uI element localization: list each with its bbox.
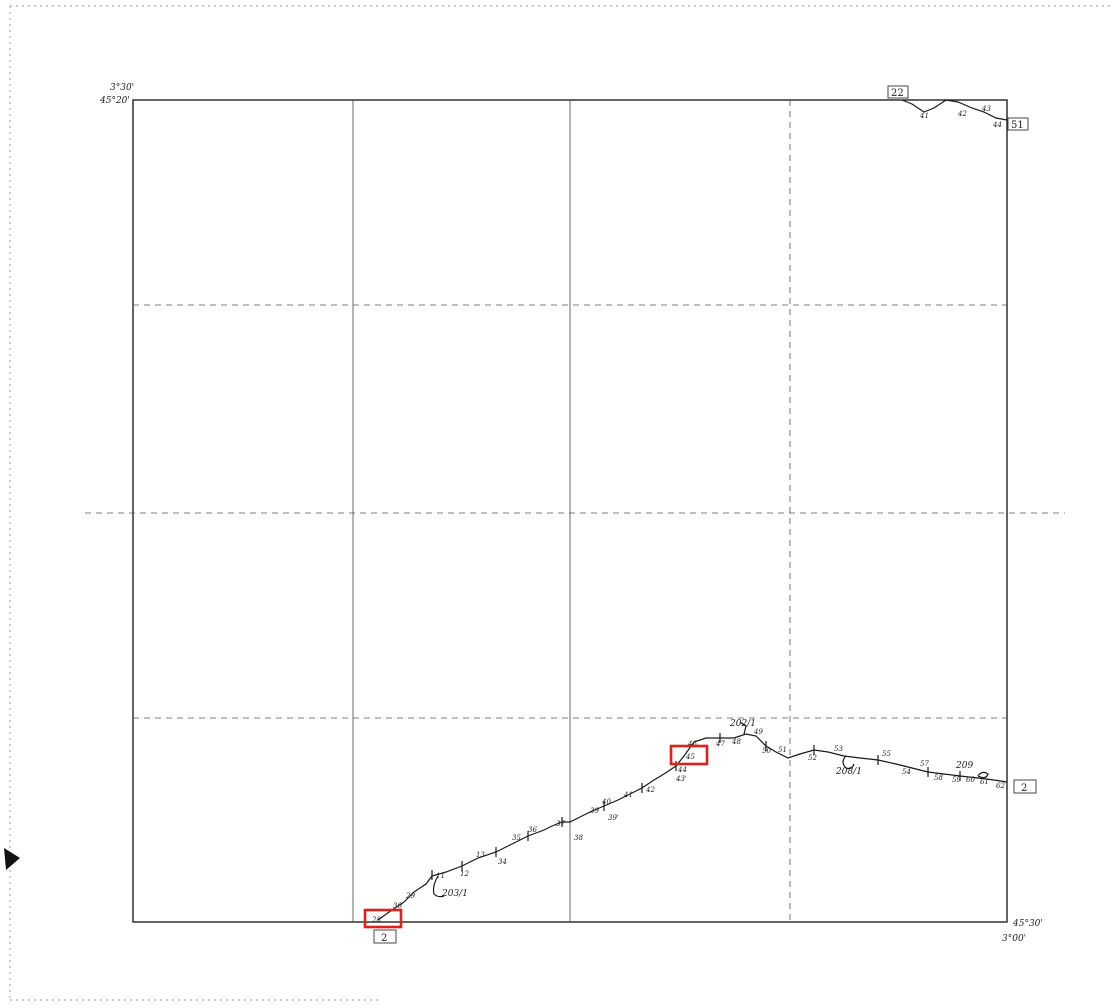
route-label: 51: [778, 746, 787, 754]
route-label: 36: [528, 826, 537, 834]
route-branch-208: [842, 755, 855, 770]
route-label: 61: [980, 778, 989, 786]
arrow-marker-icon: [4, 848, 20, 870]
route-line-top: [901, 99, 1008, 121]
highlight-label-28: 28: [371, 916, 381, 924]
sheet-ref-right: 2: [1021, 783, 1027, 794]
route-label: 35: [512, 834, 521, 842]
highlight-box-28[interactable]: [363, 908, 403, 929]
route-label: 60: [966, 776, 975, 784]
route-label: 48: [731, 738, 741, 746]
side-label-208: 208/1: [835, 767, 862, 777]
route-label: 49: [753, 728, 763, 736]
route-label: 41: [623, 791, 633, 799]
route-label: 62: [996, 782, 1005, 790]
route-label: 41: [919, 112, 929, 120]
route-label: 43: [981, 105, 991, 113]
route-point-labels: 29 30 11 12 13 34 35 36 37 38 39 39' 40 …: [393, 728, 1005, 910]
route-label: 42: [957, 110, 967, 118]
route-label: 57: [920, 760, 929, 768]
route-line-main: [377, 733, 1008, 921]
sheet-ref-right-box: [1013, 779, 1037, 794]
route-branch-202: [739, 721, 747, 735]
route-label: 12: [460, 870, 469, 878]
coord-bottom-right-lon: 3°00': [1002, 934, 1026, 944]
sheet-ref-top-right: 51: [1011, 120, 1024, 131]
side-label-209: 209: [955, 761, 973, 771]
sheet-ref-bottom-box: [373, 929, 397, 944]
route-label: 38: [574, 834, 583, 842]
sheet-ref-top-right-box: [1007, 117, 1029, 131]
route-label: 53: [834, 745, 843, 753]
side-label-203: 203/1: [441, 889, 468, 899]
route-label: 29: [405, 892, 415, 900]
coord-bottom-right-lat: 45°30': [1012, 919, 1043, 929]
route-label: 39: [590, 807, 599, 815]
route-label: 59: [952, 776, 961, 784]
route-label: 30: [393, 902, 402, 910]
route-label: 34: [498, 858, 507, 866]
coord-top-left-lat: 45°20': [99, 96, 130, 106]
route-label: 46: [687, 740, 697, 748]
route-label: 42: [645, 786, 655, 794]
route-label: 54: [902, 768, 911, 776]
route-label: 37: [556, 820, 565, 828]
sheet-ref-top: 22: [891, 88, 904, 99]
highlight-box-45[interactable]: [669, 744, 709, 766]
route-label: 47: [715, 740, 725, 748]
route-ticks: [431, 733, 961, 880]
route-label: 50: [762, 747, 771, 755]
route-label: 52: [808, 754, 817, 762]
route-label: 13: [476, 851, 485, 859]
route-label: 55: [882, 750, 891, 758]
route-label: 39': [608, 814, 619, 822]
sheet-ref-bottom: 2: [381, 933, 387, 944]
route-branch-203: [432, 875, 445, 898]
route-label: 58: [934, 774, 943, 782]
route-label: 44: [677, 766, 687, 774]
route-label: 44: [992, 121, 1002, 129]
route-label: 11: [436, 872, 445, 880]
highlight-label-45: 45: [685, 753, 695, 761]
route-label: 43': [675, 775, 687, 783]
side-label-202: 202/1: [729, 719, 756, 729]
route-label: 40: [601, 798, 611, 806]
sheet-ref-top-box: [887, 85, 909, 99]
top-route-labels: 41 42 43 44: [919, 105, 1002, 129]
route-loop-209: [977, 771, 989, 779]
coord-top-left-lon: 3°30': [110, 83, 134, 93]
